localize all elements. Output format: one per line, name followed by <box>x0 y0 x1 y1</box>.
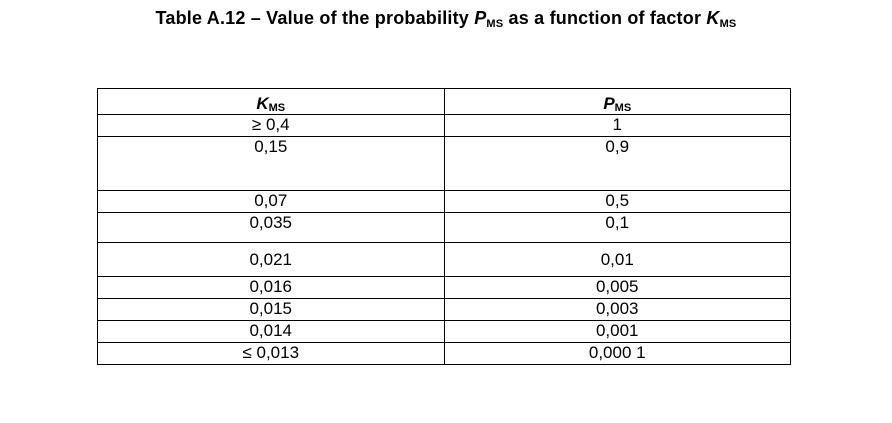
pms-cell: 0,9 <box>443 136 791 191</box>
table-row: 0,014 0,001 <box>97 320 791 343</box>
kms-cell: ≤ 0,013 <box>97 342 445 365</box>
pms-cell: 0,001 <box>443 320 791 343</box>
header-kms-symbol: K <box>256 94 269 113</box>
header-pms-symbol: P <box>603 94 615 113</box>
header-row: KMS PMS <box>97 88 791 115</box>
pms-cell: 0,000 1 <box>443 342 791 365</box>
table-caption: Table A.12 – Value of the probability PM… <box>0 8 892 30</box>
caption-k-subscript: MS <box>719 18 737 30</box>
caption-prefix: Table A.12 – Value of the probability <box>155 8 475 28</box>
header-kms-subscript: MS <box>268 102 286 114</box>
kms-cell: 0,016 <box>97 276 445 299</box>
probability-table: KMS PMS ≥ 0,4 1 0,15 0,9 0,07 0,5 0,035 … <box>97 88 791 365</box>
pms-cell: 1 <box>443 114 791 137</box>
kms-cell: ≥ 0,4 <box>97 114 445 137</box>
caption-k-symbol: K <box>706 8 720 28</box>
pms-cell: 0,1 <box>443 212 791 243</box>
table-row: ≤ 0,013 0,000 1 <box>97 342 791 365</box>
kms-cell: 0,035 <box>97 212 445 243</box>
kms-cell: 0,07 <box>97 190 445 213</box>
header-kms: KMS <box>97 88 445 115</box>
table-row: 0,015 0,003 <box>97 298 791 321</box>
pms-cell: 0,5 <box>443 190 791 213</box>
pms-cell: 0,005 <box>443 276 791 299</box>
kms-cell: 0,021 <box>97 242 445 277</box>
kms-cell: 0,015 <box>97 298 445 321</box>
header-pms: PMS <box>443 88 791 115</box>
pms-cell: 0,01 <box>443 242 791 277</box>
table-row: 0,07 0,5 <box>97 190 791 213</box>
table-row: 0,016 0,005 <box>97 276 791 299</box>
kms-cell: 0,15 <box>97 136 445 191</box>
pms-cell: 0,003 <box>443 298 791 321</box>
table-row: 0,035 0,1 <box>97 212 791 243</box>
table-row: 0,021 0,01 <box>97 242 791 277</box>
caption-middle: as a function of factor <box>503 8 707 28</box>
caption-p-subscript: MS <box>486 18 504 30</box>
table-row: ≥ 0,4 1 <box>97 114 791 137</box>
header-pms-subscript: MS <box>614 102 632 114</box>
table-row: 0,15 0,9 <box>97 136 791 191</box>
kms-cell: 0,014 <box>97 320 445 343</box>
caption-p-symbol: P <box>474 8 487 28</box>
